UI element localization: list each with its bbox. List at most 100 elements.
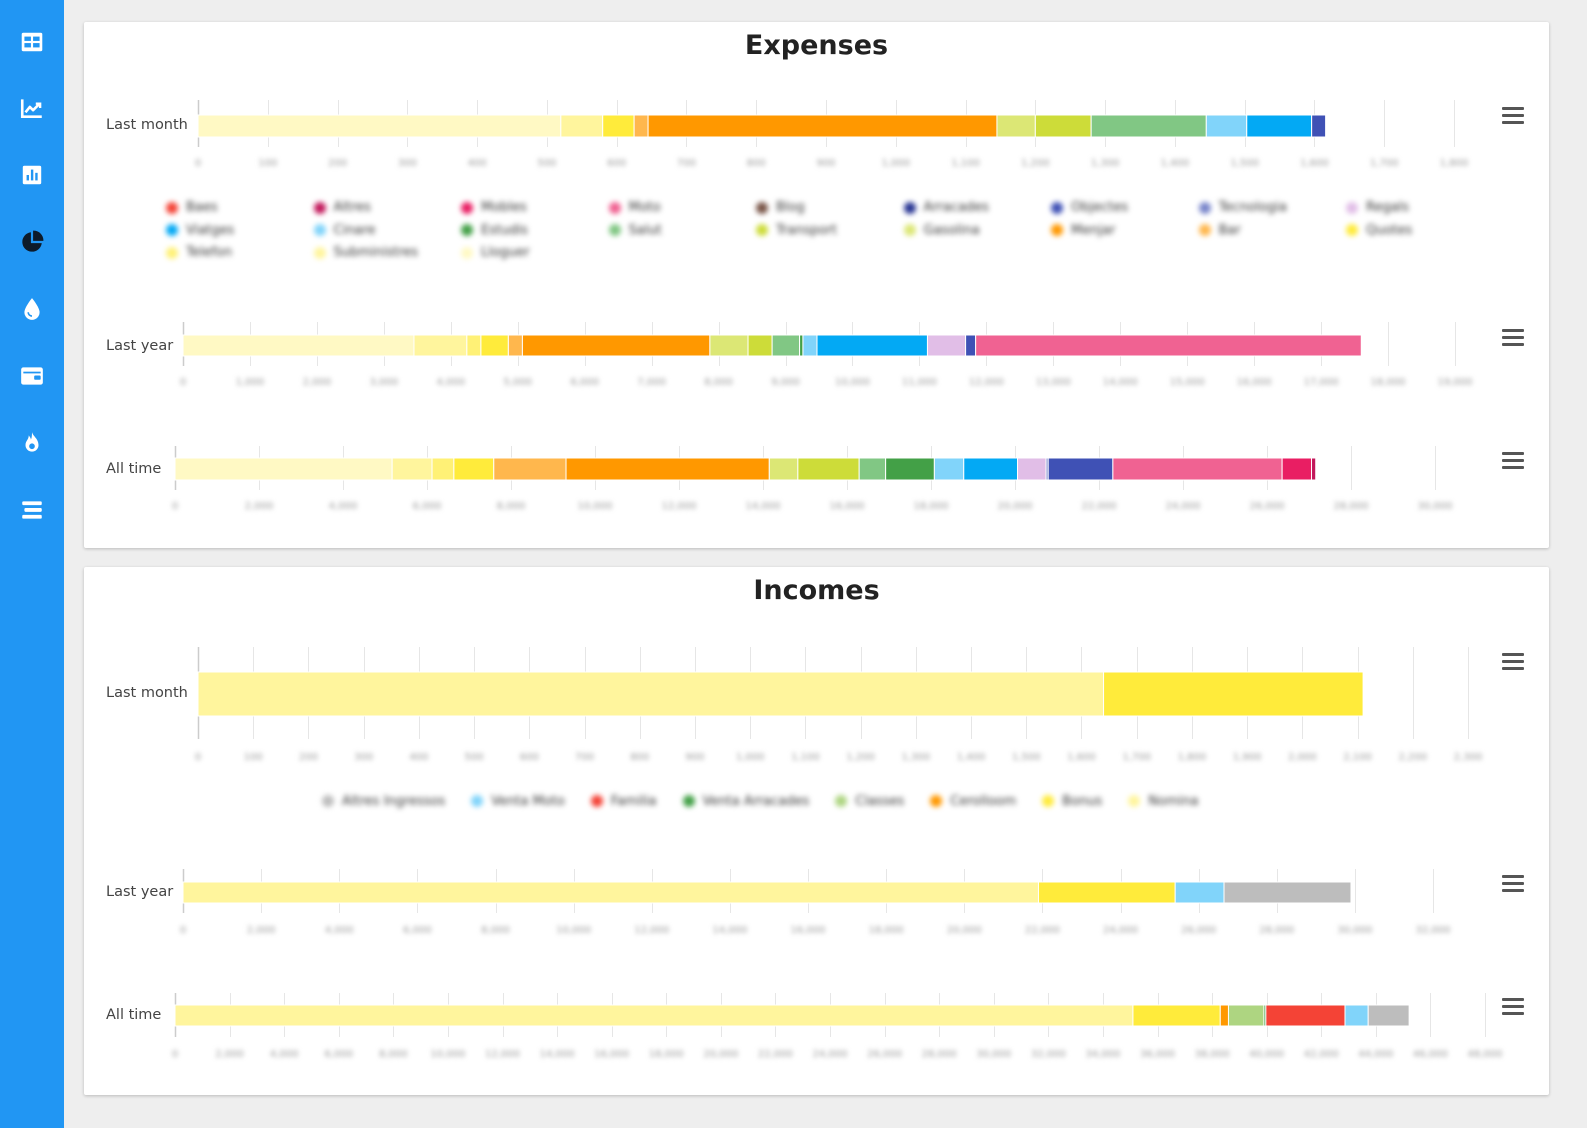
bar-segment-classes[interactable]: [1227, 1004, 1265, 1027]
bar-segment-menjar[interactable]: [565, 457, 770, 481]
bar-segment-viatges[interactable]: [1246, 114, 1313, 138]
incomes-last-year-menu-button[interactable]: [1502, 875, 1526, 895]
bar-segment-lloguer[interactable]: [174, 457, 393, 481]
bar-segment-regals[interactable]: [926, 334, 967, 357]
bar-segment-lloguer[interactable]: [182, 334, 415, 357]
legend-item-cerolloom[interactable]: Cerolloom: [930, 789, 1016, 813]
bar-segment-bonus[interactable]: [1037, 881, 1176, 904]
bar-segment-viatges[interactable]: [963, 457, 1019, 481]
bar-segment-objectes[interactable]: [965, 334, 977, 357]
legend-item-lloguer[interactable]: Lloguer: [461, 245, 530, 260]
legend-item-tecnologia[interactable]: Tecnologia: [1198, 200, 1287, 215]
legend-item-venta-arracades[interactable]: Venta Arracades: [682, 789, 809, 813]
bar-segment-objectes[interactable]: [1311, 114, 1327, 138]
legend-item-bar[interactable]: Bar: [1198, 223, 1241, 238]
bar-segment-altres[interactable]: [1311, 457, 1317, 481]
bar-segment-gasolina[interactable]: [996, 114, 1036, 138]
legend-item-objectes[interactable]: Objectes: [1051, 200, 1128, 215]
bar-segment-nomina[interactable]: [197, 671, 1105, 717]
bar-segment-telefon[interactable]: [466, 334, 482, 357]
sidebar-item-pie-chart[interactable]: [16, 226, 48, 258]
bar-segment-gasolina[interactable]: [768, 457, 799, 481]
bar-segment-familia[interactable]: [1265, 1004, 1346, 1027]
bar-segment-viatges[interactable]: [816, 334, 928, 357]
bar-segment-transport[interactable]: [797, 457, 860, 481]
bar-segment-quotes[interactable]: [480, 334, 509, 357]
bar-segment-subministres[interactable]: [413, 334, 468, 357]
bar-segment-transport[interactable]: [747, 334, 773, 357]
bar-segment-moto[interactable]: [975, 334, 1362, 357]
bar-segment-salut[interactable]: [1090, 114, 1207, 138]
legend-item-telefon[interactable]: Telefon: [166, 245, 232, 260]
legend-item-blog[interactable]: Blog: [756, 200, 805, 215]
bar-segment-quotes[interactable]: [602, 114, 635, 138]
legend-item-venta-moto[interactable]: Venta Moto: [471, 789, 565, 813]
legend-item-quotes[interactable]: Quotes: [1346, 223, 1412, 238]
legend-item-moto[interactable]: Moto: [608, 200, 661, 215]
bar-segment-bonus[interactable]: [1132, 1004, 1221, 1027]
bar-segment-moto[interactable]: [1112, 457, 1283, 481]
bar-segment-venta-moto[interactable]: [1344, 1004, 1369, 1027]
legend-item-menjar[interactable]: Menjar: [1051, 223, 1115, 238]
sidebar-item-table[interactable]: [16, 26, 48, 58]
bar-segment-objectes[interactable]: [1047, 457, 1114, 481]
x-tick-label: 1,600: [1067, 752, 1096, 763]
legend-item-baes[interactable]: Baes: [166, 200, 218, 215]
bar-segment-estudis[interactable]: [885, 457, 935, 481]
bar-segment-cerolloom[interactable]: [1219, 1004, 1229, 1027]
legend-item-estudis[interactable]: Estudis: [461, 223, 528, 238]
sidebar-item-bar-chart[interactable]: [16, 159, 48, 191]
sidebar-item-fire[interactable]: [16, 427, 48, 459]
legend-item-mobles[interactable]: Mobles: [461, 200, 527, 215]
sidebar-item-stacked-bars[interactable]: [16, 494, 48, 526]
sidebar-item-water[interactable]: [16, 293, 48, 325]
bar-segment-menjar[interactable]: [521, 334, 711, 357]
legend-item-altres-ingressos[interactable]: Altres Ingressos: [322, 789, 445, 813]
bar-segment-cinare[interactable]: [933, 457, 965, 481]
bar-segment-cinare[interactable]: [1205, 114, 1248, 138]
bar-segment-quotes[interactable]: [453, 457, 495, 481]
legend-item-gasolina[interactable]: Gasolina: [903, 223, 980, 238]
expenses-all-time-menu-button[interactable]: [1502, 452, 1526, 472]
bar-segment-telefon[interactable]: [431, 457, 455, 481]
legend-item-transport[interactable]: Transport: [756, 223, 837, 238]
legend-item-bonus[interactable]: Bonus: [1042, 789, 1102, 813]
legend-item-viatges[interactable]: Viatges: [166, 223, 234, 238]
expenses-last-month-menu-button[interactable]: [1502, 107, 1526, 127]
bar-segment-salut[interactable]: [771, 334, 801, 357]
legend-item-arracades[interactable]: Arracades: [903, 200, 989, 215]
incomes-all-time-menu-button[interactable]: [1502, 998, 1526, 1018]
bar-segment-nomina[interactable]: [174, 1004, 1134, 1027]
legend-item-cinare[interactable]: Cinare: [313, 223, 375, 238]
bar-segment-nomina[interactable]: [182, 881, 1039, 904]
legend-item-classes[interactable]: Classes: [835, 789, 904, 813]
legend-item-subministres[interactable]: Subministres: [313, 245, 418, 260]
legend-item-altres[interactable]: Altres: [313, 200, 371, 215]
bar-segment-regals[interactable]: [1017, 457, 1047, 481]
sidebar-item-line-chart[interactable]: [16, 92, 48, 124]
bar-segment-altres-ingressos[interactable]: [1223, 881, 1352, 904]
legend-item-nomina[interactable]: Nomina: [1128, 789, 1198, 813]
bar-segment-estudis[interactable]: [799, 334, 804, 357]
bar-segment-venta-moto[interactable]: [1174, 881, 1225, 904]
bar-segment-gasolina[interactable]: [709, 334, 749, 357]
bar-segment-salut[interactable]: [858, 457, 887, 481]
legend-item-familia[interactable]: Familia: [590, 789, 657, 813]
bar-segment-bonus[interactable]: [1103, 671, 1364, 717]
incomes-last-month-menu-button[interactable]: [1502, 653, 1526, 673]
bar-segment-bar[interactable]: [633, 114, 649, 138]
bar-segment-altres-ingressos[interactable]: [1367, 1004, 1410, 1027]
sidebar-item-wallet[interactable]: [16, 360, 48, 392]
bar-segment-menjar[interactable]: [647, 114, 998, 138]
legend-item-salut[interactable]: Salut: [608, 223, 662, 238]
bar-segment-bar[interactable]: [507, 334, 523, 357]
legend-item-regals[interactable]: Regals: [1346, 200, 1409, 215]
bar-segment-bar[interactable]: [493, 457, 567, 481]
bar-segment-mobles[interactable]: [1281, 457, 1313, 481]
bar-segment-cinare[interactable]: [802, 334, 818, 357]
expenses-last-year-menu-button[interactable]: [1502, 329, 1526, 349]
bar-segment-subministres[interactable]: [391, 457, 433, 481]
bar-segment-lloguer[interactable]: [197, 114, 562, 138]
bar-segment-transport[interactable]: [1034, 114, 1092, 138]
bar-segment-subministres[interactable]: [560, 114, 604, 138]
